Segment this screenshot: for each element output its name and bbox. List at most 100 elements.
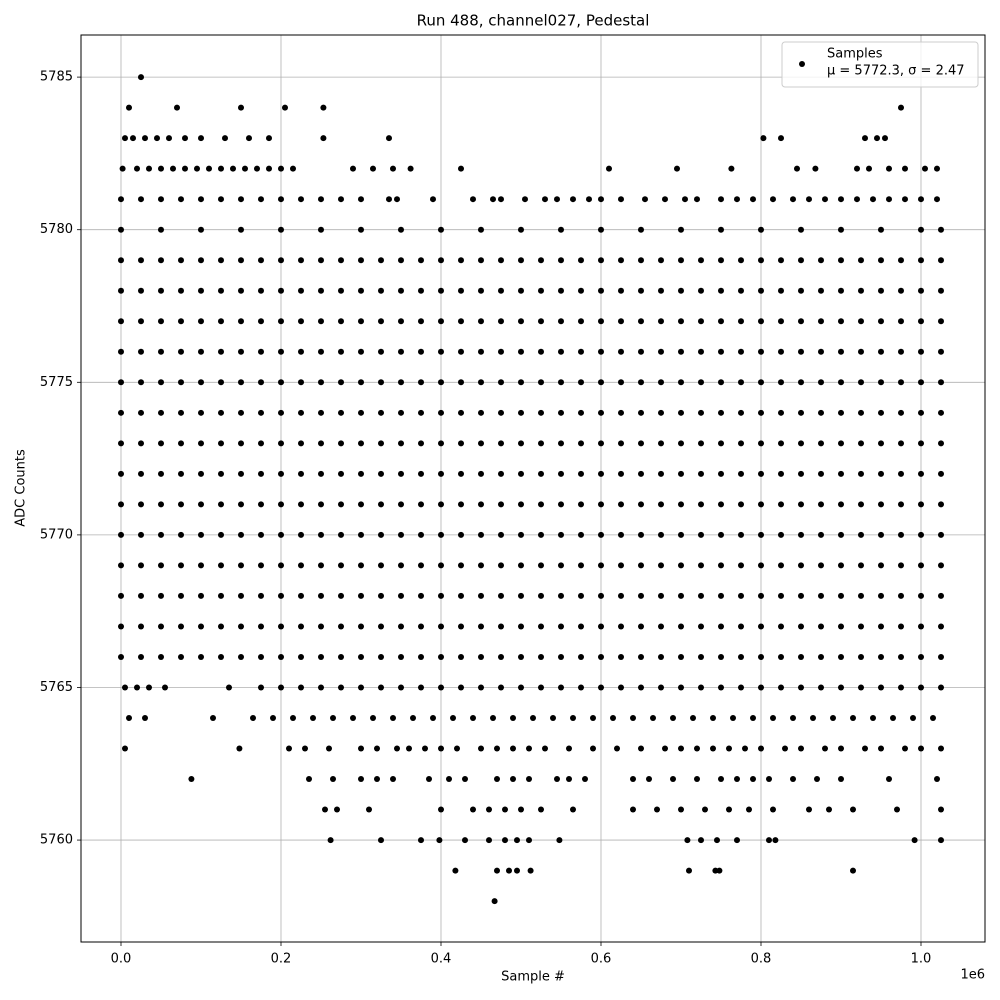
point: [814, 776, 820, 783]
point: [778, 440, 784, 447]
point: [138, 440, 144, 447]
point: [938, 745, 944, 752]
point: [678, 226, 684, 233]
point: [378, 562, 384, 569]
point: [618, 196, 624, 203]
point: [898, 318, 904, 325]
point: [850, 806, 856, 813]
point: [278, 409, 284, 416]
point: [370, 165, 376, 172]
point: [338, 379, 344, 386]
point: [278, 318, 284, 325]
point: [538, 470, 544, 477]
point: [338, 257, 344, 264]
point: [218, 653, 224, 660]
point: [530, 714, 536, 721]
point: [918, 318, 924, 325]
point: [684, 837, 691, 844]
point: [778, 287, 784, 294]
y-tick-label: 5775: [40, 375, 73, 390]
legend-label: Samples: [827, 47, 883, 62]
point: [678, 257, 684, 264]
point: [238, 470, 244, 477]
point: [538, 257, 544, 264]
point: [558, 531, 564, 538]
point: [618, 348, 624, 355]
point: [174, 104, 180, 111]
point: [498, 318, 504, 325]
point: [506, 867, 512, 874]
point: [266, 165, 272, 172]
point: [918, 653, 924, 660]
point: [618, 562, 624, 569]
point: [758, 684, 764, 691]
point: [818, 287, 824, 294]
point: [438, 470, 444, 477]
point: [798, 531, 804, 538]
point: [538, 531, 544, 538]
point: [378, 684, 384, 691]
point: [394, 745, 400, 752]
point: [138, 623, 144, 630]
point: [238, 348, 244, 355]
x-tick-label: 0.8: [751, 952, 772, 967]
point: [490, 714, 496, 721]
point: [798, 501, 804, 508]
point: [698, 318, 704, 325]
point: [478, 562, 484, 569]
point: [822, 745, 828, 752]
point: [662, 196, 668, 203]
point: [554, 196, 560, 203]
point: [278, 684, 284, 691]
point: [438, 592, 444, 599]
point: [258, 531, 264, 538]
point: [798, 562, 804, 569]
point: [550, 714, 556, 721]
y-tick-label: 5770: [40, 527, 73, 542]
point: [718, 501, 724, 508]
point: [818, 623, 824, 630]
point: [658, 501, 664, 508]
point: [498, 440, 504, 447]
point: [438, 226, 444, 233]
point: [158, 501, 164, 508]
point: [678, 409, 684, 416]
point: [258, 684, 264, 691]
point: [478, 470, 484, 477]
point: [158, 226, 164, 233]
point: [738, 318, 744, 325]
point: [378, 379, 384, 386]
point: [818, 653, 824, 660]
point: [422, 745, 428, 752]
point: [298, 531, 304, 538]
point: [338, 196, 344, 203]
point: [662, 745, 668, 752]
point: [858, 348, 864, 355]
point: [358, 226, 364, 233]
point: [298, 623, 304, 630]
point: [578, 470, 584, 477]
point: [282, 104, 288, 111]
point: [598, 470, 604, 477]
point: [210, 714, 216, 721]
point: [478, 257, 484, 264]
point: [438, 531, 444, 538]
point: [358, 623, 364, 630]
point: [158, 440, 164, 447]
point: [598, 531, 604, 538]
point: [690, 714, 696, 721]
point: [258, 592, 264, 599]
point: [118, 348, 124, 355]
point: [758, 592, 764, 599]
point: [606, 165, 612, 172]
point: [938, 440, 944, 447]
point: [438, 501, 444, 508]
point: [698, 592, 704, 599]
point: [410, 714, 416, 721]
point: [178, 531, 184, 538]
point: [882, 135, 888, 142]
point: [258, 562, 264, 569]
point: [250, 714, 256, 721]
point: [698, 501, 704, 508]
